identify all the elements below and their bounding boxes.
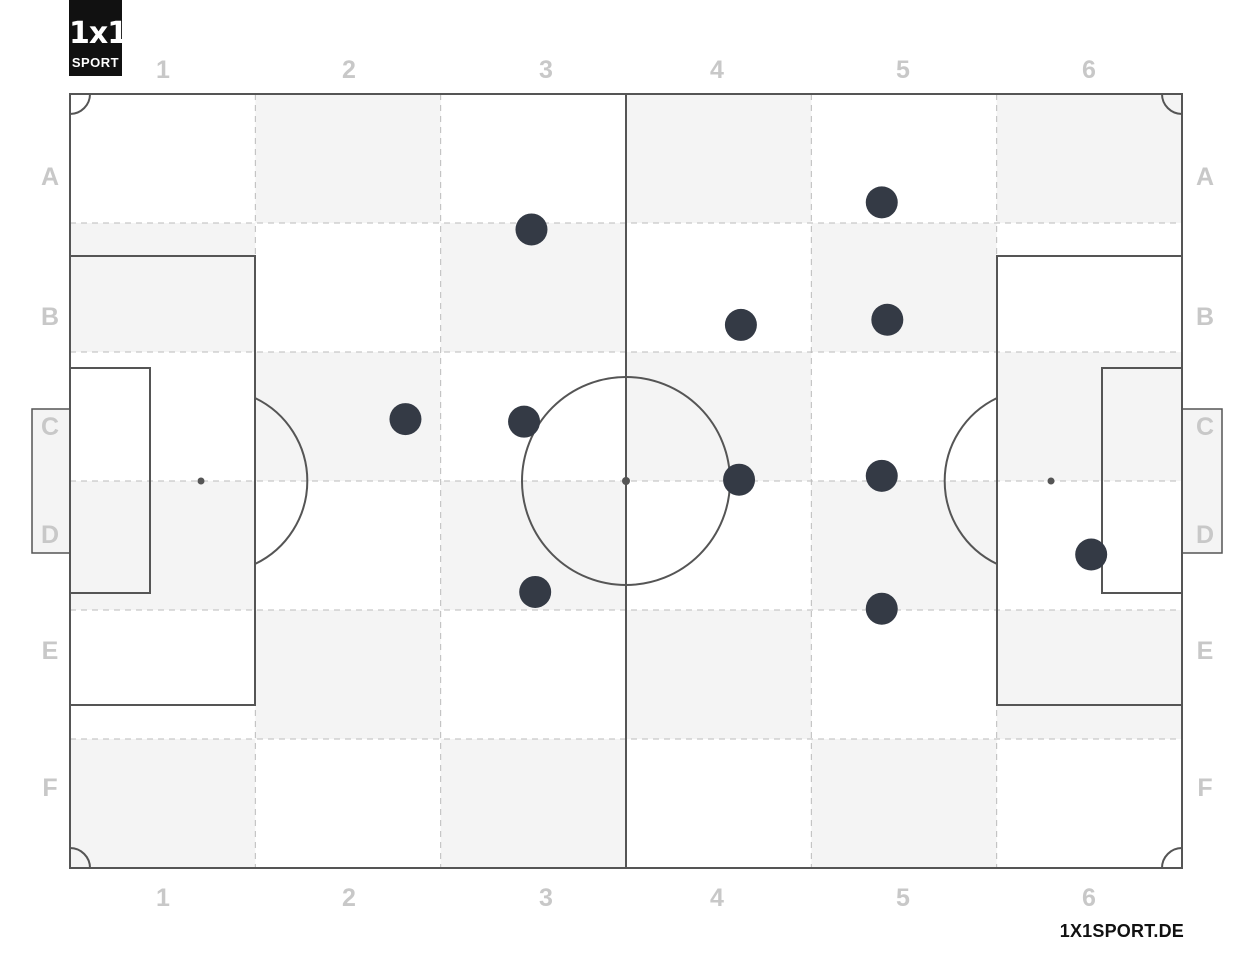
column-label-bottom: 6 xyxy=(1082,884,1096,912)
column-label-bottom: 5 xyxy=(896,884,910,912)
logo-subtitle: SPORT xyxy=(71,55,120,70)
row-label-right: A xyxy=(1196,163,1214,191)
column-label-top: 5 xyxy=(896,56,910,84)
goal-right xyxy=(1181,408,1223,554)
corner-arc-top-left xyxy=(69,93,91,115)
penalty-arc-right xyxy=(943,397,998,565)
column-label-bottom: 4 xyxy=(710,884,724,912)
row-label-left: E xyxy=(42,637,59,665)
zone-shade xyxy=(811,739,997,868)
column-label-bottom: 1 xyxy=(156,884,170,912)
player-marker-p1 xyxy=(865,186,898,219)
zone-shade xyxy=(70,739,256,868)
column-label-bottom: 2 xyxy=(342,884,356,912)
zone-shade xyxy=(996,352,1182,481)
player-marker-p7 xyxy=(515,213,548,246)
row-label-right: C xyxy=(1196,413,1214,441)
row-label-left: F xyxy=(42,774,57,802)
penalty-arc-left xyxy=(254,397,309,565)
row-label-left: A xyxy=(41,163,59,191)
row-label-left: C xyxy=(41,413,59,441)
centre-spot xyxy=(622,477,630,485)
row-label-right: B xyxy=(1196,303,1214,331)
player-marker-gk xyxy=(1075,538,1108,571)
corner-arc-bottom-left xyxy=(69,847,91,869)
goal-area-right xyxy=(1101,367,1183,594)
penalty-spot-right xyxy=(1047,477,1055,485)
column-label-bottom: 3 xyxy=(539,884,553,912)
player-marker-p6 xyxy=(723,463,756,496)
zone-shade xyxy=(70,223,256,352)
zone-shade xyxy=(626,94,812,223)
player-marker-p5 xyxy=(724,308,757,341)
penalty-spot-left xyxy=(197,477,205,485)
zone-shade xyxy=(996,94,1182,223)
zone-shade xyxy=(255,94,441,223)
zone-shade xyxy=(440,739,626,868)
brand-logo: 1x1 SPORT xyxy=(69,0,128,76)
corner-arc-bottom-right xyxy=(1161,847,1183,869)
row-label-right: F xyxy=(1197,774,1212,802)
row-label-left: D xyxy=(41,521,59,549)
zone-shade xyxy=(996,610,1182,739)
column-label-top: 4 xyxy=(710,56,724,84)
player-marker-p4 xyxy=(865,592,898,625)
column-label-top: 2 xyxy=(342,56,356,84)
column-label-top: 6 xyxy=(1082,56,1096,84)
player-marker-p10 xyxy=(389,403,422,436)
column-label-top: 1 xyxy=(156,56,170,84)
row-label-right: E xyxy=(1197,637,1214,665)
zone-shade xyxy=(811,481,997,610)
player-marker-p9 xyxy=(519,575,552,608)
row-label-right: D xyxy=(1196,521,1214,549)
site-url: 1X1SPORT.DE xyxy=(1059,921,1184,941)
column-label-top: 3 xyxy=(539,56,553,84)
zone-shade xyxy=(811,223,997,352)
row-label-left: B xyxy=(41,303,59,331)
logo-mark: 1x1 xyxy=(69,16,128,51)
corner-arc-top-right xyxy=(1161,93,1183,115)
zone-shade xyxy=(255,610,441,739)
zone-shade xyxy=(626,610,812,739)
goal-area-left xyxy=(69,367,151,594)
player-marker-p2 xyxy=(871,303,904,336)
player-marker-p3 xyxy=(865,459,898,492)
player-marker-p8 xyxy=(508,405,541,438)
zone-shade xyxy=(70,481,256,610)
zone-shade xyxy=(626,352,812,481)
